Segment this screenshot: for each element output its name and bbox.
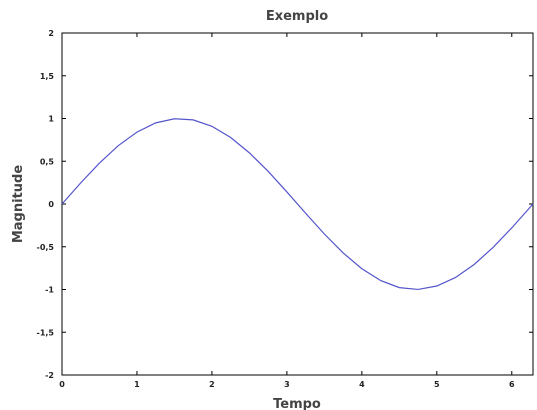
x-tick-label: 3 (284, 380, 290, 389)
y-tick-label: 1 (48, 115, 54, 124)
y-tick-label: -2 (45, 371, 54, 380)
x-tick-label: 2 (209, 380, 215, 389)
x-tick-label: 6 (509, 380, 515, 389)
x-tick-label: 4 (359, 380, 365, 389)
series-line (61, 118, 534, 291)
x-tick-label: 1 (134, 380, 140, 389)
y-tick-label: 1,5 (40, 72, 55, 81)
axis-ticks: 0 1 2 3 4 5 6 2 1,5 1 0,5 0 -0,5 -1 -1,5 -2 (37, 29, 533, 389)
y-tick-label: -1 (45, 286, 54, 295)
x-tick-label: 5 (434, 380, 440, 389)
x-axis-label: Tempo (273, 397, 321, 410)
y-axis-label: Magnitude (11, 165, 26, 244)
y-tick-label: -0,5 (37, 243, 55, 252)
series-group (61, 118, 534, 291)
x-tick-label: 0 (59, 380, 65, 389)
chart-title: Exemplo (266, 9, 328, 24)
y-tick-label: 2 (48, 29, 54, 38)
y-tick-label: -1,5 (37, 328, 55, 337)
y-tick-label: 0,5 (40, 157, 55, 166)
y-tick-label: 0 (48, 200, 54, 209)
